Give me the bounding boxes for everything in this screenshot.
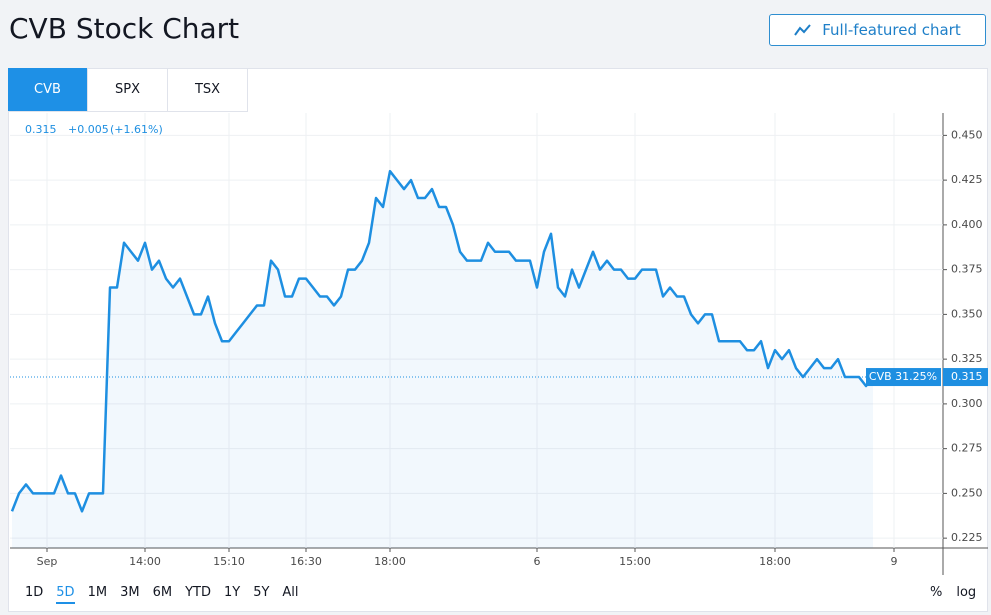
scale-options: % log	[930, 585, 990, 600]
full-chart-button[interactable]: Full-featured chart	[769, 14, 986, 46]
y-tick-label: 0.375	[951, 263, 983, 276]
log-toggle[interactable]: log	[956, 585, 977, 600]
x-tick-label: 16:30	[290, 555, 322, 568]
tab[interactable]: TSX	[168, 68, 248, 112]
x-tick-label: 14:00	[129, 555, 161, 568]
range-button[interactable]: 1M	[87, 585, 108, 600]
y-tick-label: 0.250	[951, 486, 983, 499]
x-tick-label: 15:10	[213, 555, 245, 568]
y-tick-label: 0.425	[951, 173, 983, 186]
x-tick-label: 6	[534, 555, 541, 568]
price-line	[10, 169, 874, 513]
last-label: CVB 31.25%	[869, 370, 937, 383]
quote-price: 0.315	[25, 123, 57, 136]
area	[12, 171, 873, 548]
range-button[interactable]: 6M	[152, 585, 173, 600]
x-tick-label: 15:00	[619, 555, 651, 568]
range-button[interactable]: 5Y	[253, 585, 270, 600]
percent-toggle[interactable]: %	[930, 585, 943, 600]
x-tick-label: 18:00	[374, 555, 406, 568]
y-tick-label: 0.450	[951, 128, 983, 141]
last-price-box	[943, 368, 988, 387]
x-tick-label: 18:00	[759, 555, 791, 568]
range-button[interactable]: 5D	[56, 585, 75, 604]
tab[interactable]: SPX	[88, 68, 168, 112]
tab[interactable]: CVB	[8, 68, 88, 112]
quote-change: +0.005	[68, 123, 109, 136]
y-tick-label: 0.400	[951, 218, 983, 231]
y-tick-label: 0.275	[951, 442, 983, 455]
tabs: CVB SPX TSX	[8, 68, 248, 112]
y-tick-label: 0.225	[951, 531, 983, 544]
x-tick-label: 9	[891, 555, 898, 568]
range-selector: 1D 5D 1M 3M 6M YTD 1Y 5Y All	[25, 585, 312, 604]
range-button[interactable]: YTD	[185, 585, 211, 600]
range-button[interactable]: 3M	[120, 585, 140, 600]
last-price: 0.315	[951, 370, 983, 383]
range-button[interactable]: All	[282, 585, 299, 600]
y-tick-label: 0.300	[951, 397, 983, 410]
y-tick-label: 0.325	[951, 352, 983, 365]
widget	[8, 68, 988, 612]
range-button[interactable]: 1Y	[223, 585, 241, 600]
y-tick-label: 0.350	[951, 307, 983, 320]
quote-change-pct: (+1.61%)	[110, 123, 163, 136]
range-button[interactable]: 1D	[25, 585, 44, 600]
chart-icon	[794, 24, 811, 36]
button-label: Full-featured chart	[822, 21, 961, 39]
x-tick-label: Sep	[37, 555, 58, 568]
last-label-box	[866, 368, 941, 387]
page-title: CVB Stock Chart	[9, 12, 240, 45]
